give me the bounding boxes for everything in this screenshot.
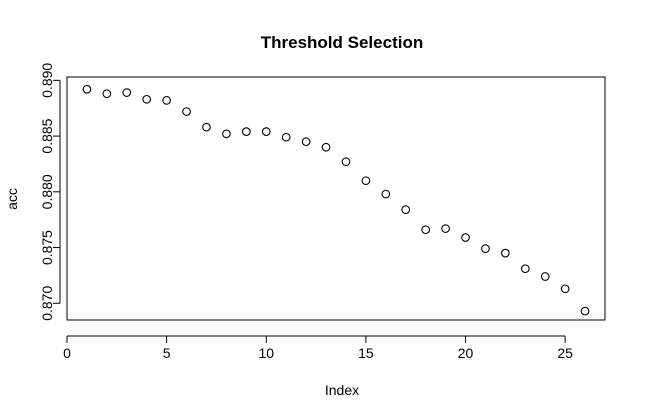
data-point — [261, 127, 271, 136]
x-tick-label: 0 — [63, 345, 71, 361]
x-tick-label: 15 — [358, 345, 374, 361]
data-point — [222, 129, 231, 139]
data-points — [82, 84, 590, 316]
data-point — [381, 189, 391, 199]
data-point — [202, 122, 211, 132]
data-point — [441, 224, 450, 233]
y-tick-label: 0.880 — [39, 174, 55, 209]
y-tick-label: 0.870 — [39, 286, 55, 321]
data-point — [82, 84, 92, 94]
chart-title: Threshold Selection — [261, 33, 423, 52]
x-axis: 0 5 10 15 20 25 — [63, 335, 573, 361]
data-point — [481, 244, 490, 254]
x-tick-label: 5 — [163, 345, 171, 361]
x-axis-label: Index — [325, 382, 359, 398]
x-tick-label: 10 — [258, 345, 274, 361]
data-point — [182, 107, 191, 116]
y-tick-label: 0.885 — [39, 118, 55, 153]
data-point — [580, 306, 590, 316]
data-point — [102, 89, 112, 99]
data-point — [122, 88, 132, 97]
data-point — [401, 205, 411, 214]
data-point — [142, 94, 152, 104]
data-point — [501, 248, 510, 258]
y-tick-label: 0.890 — [39, 63, 55, 98]
data-point — [421, 225, 431, 235]
x-tick-label: 25 — [557, 345, 573, 361]
data-point — [301, 137, 311, 147]
data-point — [540, 272, 550, 281]
data-point — [281, 132, 291, 142]
data-point — [361, 176, 371, 186]
y-tick-label: 0.875 — [39, 230, 55, 265]
x-tick-label: 20 — [458, 345, 474, 361]
data-point — [520, 264, 530, 274]
plot-frame — [66, 76, 606, 321]
y-axis-label: acc — [4, 188, 20, 210]
y-axis: 0.870 0.875 0.880 0.885 0.890 — [39, 63, 61, 321]
data-point — [560, 284, 570, 294]
data-point — [341, 157, 351, 167]
data-point — [321, 142, 331, 152]
data-point — [241, 127, 251, 136]
data-point — [461, 233, 470, 242]
data-point — [162, 96, 171, 105]
